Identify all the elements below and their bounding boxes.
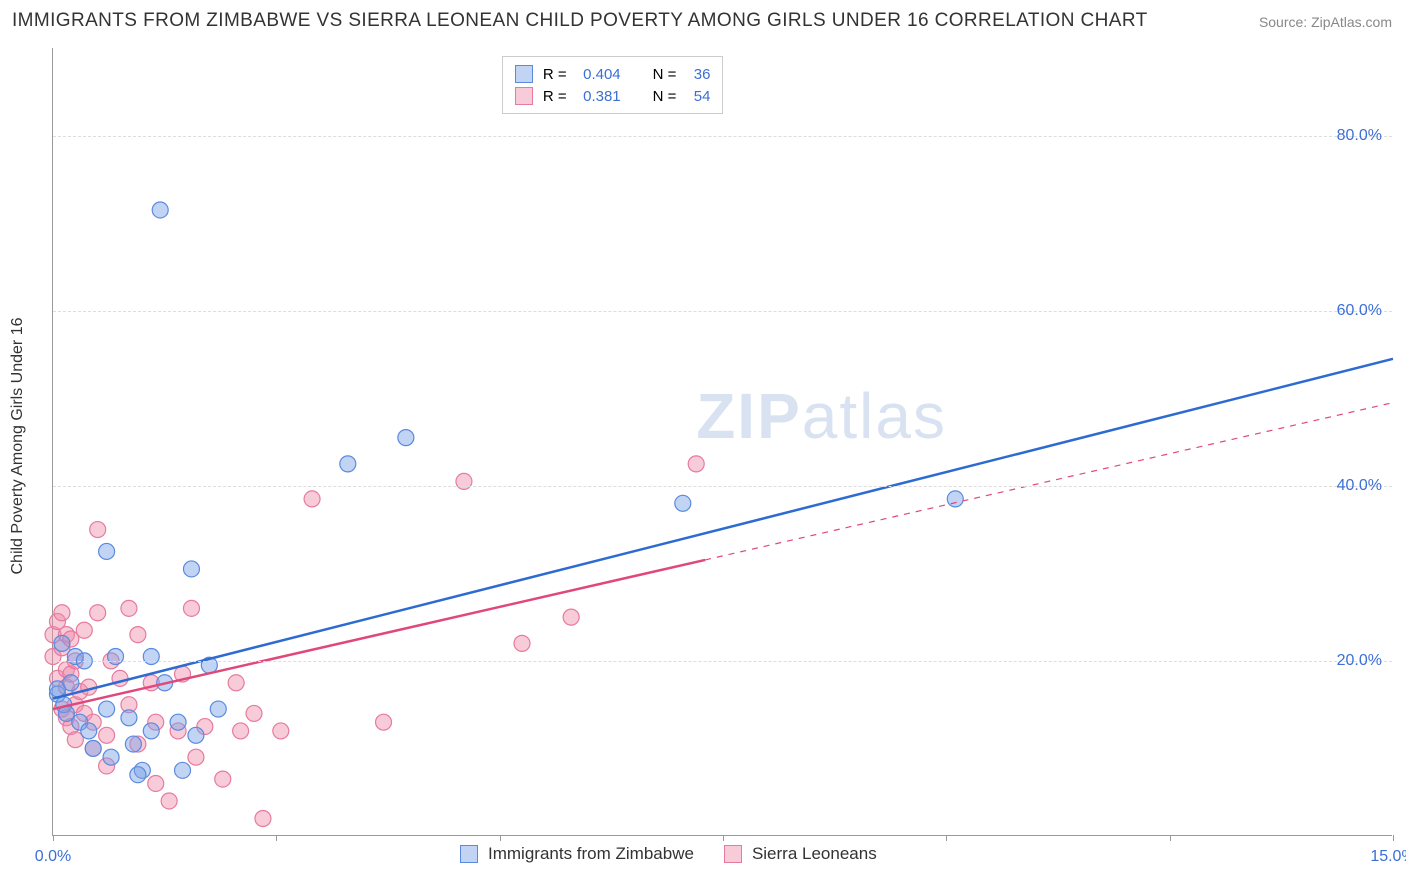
scatter-point-sierra_leone (161, 793, 177, 809)
scatter-point-sierra_leone (304, 491, 320, 507)
x-tick (946, 835, 947, 841)
x-tick-label: 15.0% (1370, 848, 1406, 866)
scatter-point-zimbabwe (130, 767, 146, 783)
scatter-point-sierra_leone (563, 609, 579, 625)
regression-line-sierra_leone (53, 560, 705, 709)
gridline-h (53, 661, 1392, 662)
legend-swatch-icon (724, 845, 742, 863)
scatter-point-sierra_leone (90, 522, 106, 538)
scatter-point-zimbabwe (54, 635, 70, 651)
scatter-point-sierra_leone (188, 749, 204, 765)
source-label: Source: ZipAtlas.com (1259, 14, 1392, 30)
gridline-h (53, 486, 1392, 487)
legend-N-value: 54 (686, 88, 710, 105)
legend-row-zimbabwe: R = 0.404 N = 36 (515, 63, 711, 85)
scatter-point-sierra_leone (376, 714, 392, 730)
scatter-point-zimbabwe (63, 675, 79, 691)
scatter-point-sierra_leone (130, 627, 146, 643)
plot-svg (53, 48, 1392, 835)
scatter-point-sierra_leone (183, 600, 199, 616)
gridline-h (53, 311, 1392, 312)
x-tick (1393, 835, 1394, 841)
scatter-point-zimbabwe (85, 740, 101, 756)
y-tick-label: 40.0% (1337, 477, 1382, 495)
scatter-point-sierra_leone (76, 622, 92, 638)
bottom-legend-item-sierra_leone: Sierra Leoneans (724, 842, 877, 866)
scatter-point-sierra_leone (273, 723, 289, 739)
y-tick-label: 60.0% (1337, 302, 1382, 320)
scatter-point-zimbabwe (170, 714, 186, 730)
scatter-point-sierra_leone (121, 600, 137, 616)
scatter-point-zimbabwe (675, 495, 691, 511)
scatter-point-sierra_leone (233, 723, 249, 739)
legend-R-value: 0.381 (577, 88, 621, 105)
bottom-legend-item-zimbabwe: Immigrants from Zimbabwe (460, 842, 694, 866)
legend-swatch-icon (515, 65, 533, 83)
scatter-point-zimbabwe (121, 710, 137, 726)
scatter-point-sierra_leone (99, 727, 115, 743)
scatter-point-zimbabwe (103, 749, 119, 765)
x-tick (1170, 835, 1171, 841)
legend-R-label: R = (543, 88, 567, 105)
scatter-point-zimbabwe (108, 649, 124, 665)
legend-N-value: 36 (686, 66, 710, 83)
correlation-chart: IMMIGRANTS FROM ZIMBABWE VS SIERRA LEONE… (0, 0, 1406, 892)
scatter-point-sierra_leone (215, 771, 231, 787)
regression-line-zimbabwe (53, 359, 1393, 699)
scatter-point-zimbabwe (99, 543, 115, 559)
scatter-point-sierra_leone (148, 775, 164, 791)
x-tick (53, 835, 54, 841)
scatter-point-zimbabwe (398, 430, 414, 446)
scatter-point-zimbabwe (947, 491, 963, 507)
plot-area: ZIPatlas R =0.404N =36R =0.381N =54 20.0… (52, 48, 1392, 836)
legend-series: Immigrants from Zimbabwe Sierra Leoneans (460, 842, 877, 866)
scatter-point-zimbabwe (175, 762, 191, 778)
scatter-point-sierra_leone (456, 473, 472, 489)
scatter-point-sierra_leone (246, 705, 262, 721)
bottom-legend-label: Sierra Leoneans (752, 844, 877, 864)
x-tick (276, 835, 277, 841)
legend-swatch-icon (460, 845, 478, 863)
y-axis-title: Child Poverty Among Girls Under 16 (9, 318, 27, 575)
legend-swatch-icon (515, 87, 533, 105)
legend-row-sierra_leone: R = 0.381 N = 54 (515, 85, 711, 107)
scatter-point-zimbabwe (340, 456, 356, 472)
y-tick-label: 20.0% (1337, 652, 1382, 670)
scatter-point-sierra_leone (514, 635, 530, 651)
scatter-point-sierra_leone (54, 605, 70, 621)
scatter-point-sierra_leone (255, 810, 271, 826)
x-tick (500, 835, 501, 841)
scatter-point-zimbabwe (81, 723, 97, 739)
legend-N-label: N = (653, 66, 677, 83)
scatter-point-sierra_leone (688, 456, 704, 472)
scatter-point-zimbabwe (125, 736, 141, 752)
legend-N-label: N = (653, 88, 677, 105)
legend-correlation-box: R = 0.404 N = 36 R = 0.381 N = 54 (502, 56, 724, 114)
regression-line-dashed-sierra_leone (705, 403, 1393, 560)
legend-R-value: 0.404 (577, 66, 621, 83)
y-tick-label: 80.0% (1337, 127, 1382, 145)
x-tick-label: 0.0% (35, 848, 71, 866)
scatter-point-sierra_leone (90, 605, 106, 621)
gridline-h (53, 136, 1392, 137)
scatter-point-zimbabwe (143, 649, 159, 665)
scatter-point-zimbabwe (143, 723, 159, 739)
scatter-point-zimbabwe (188, 727, 204, 743)
scatter-point-sierra_leone (228, 675, 244, 691)
scatter-point-zimbabwe (210, 701, 226, 717)
bottom-legend-label: Immigrants from Zimbabwe (488, 844, 694, 864)
scatter-point-zimbabwe (183, 561, 199, 577)
x-tick (723, 835, 724, 841)
scatter-point-zimbabwe (99, 701, 115, 717)
scatter-point-zimbabwe (152, 202, 168, 218)
legend-R-label: R = (543, 66, 567, 83)
chart-title: IMMIGRANTS FROM ZIMBABWE VS SIERRA LEONE… (12, 10, 1148, 32)
